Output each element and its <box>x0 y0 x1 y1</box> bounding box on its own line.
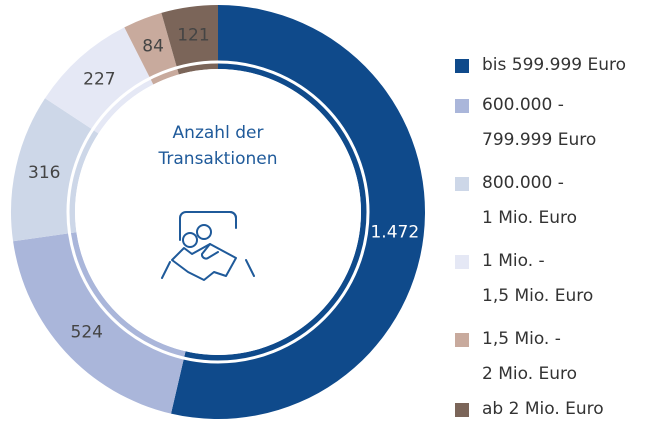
legend-label: 600.000 - 799.999 Euro <box>482 95 597 150</box>
legend-swatch <box>455 99 469 113</box>
donut-segment <box>171 5 426 420</box>
legend-item: bis 599.999 Euro <box>455 48 626 83</box>
inner-ring <box>66 60 370 364</box>
data-label: 1.472 <box>370 222 419 242</box>
legend-item: 800.000 - 1 Mio. Euro <box>455 166 577 236</box>
donut-segment <box>11 98 99 242</box>
legend-label: 800.000 - 1 Mio. Euro <box>482 173 578 228</box>
donut-segment <box>13 232 186 414</box>
data-label: 227 <box>83 69 115 89</box>
legend-item: 1 Mio. - 1,5 Mio. Euro <box>455 244 593 314</box>
legend-swatch <box>455 333 469 347</box>
legend-swatch <box>455 255 469 269</box>
center-title: Anzahl der Transaktionen <box>158 123 278 169</box>
legend-item: ab 2 Mio. Euro <box>455 392 604 423</box>
legend-label: 1 Mio. - 1,5 Mio. Euro <box>482 251 594 306</box>
legend-label: bis 599.999 Euro <box>482 55 627 75</box>
legend-item: 1,5 Mio. - 2 Mio. Euro <box>455 322 577 392</box>
legend-label: 1,5 Mio. - 2 Mio. Euro <box>482 329 578 384</box>
data-label: 121 <box>177 26 209 46</box>
legend-item: 600.000 - 799.999 Euro <box>455 88 596 158</box>
data-label: 84 <box>142 36 164 56</box>
legend-swatch <box>455 403 469 417</box>
data-label: 316 <box>28 163 60 183</box>
donut-segment <box>161 5 218 75</box>
donut-segment <box>124 12 179 85</box>
legend-swatch <box>455 177 469 191</box>
icon <box>161 211 255 281</box>
legend-swatch <box>455 59 469 73</box>
data-label: 524 <box>71 322 103 342</box>
legend-label: ab 2 Mio. Euro <box>482 399 604 419</box>
donut-segment <box>45 27 154 134</box>
